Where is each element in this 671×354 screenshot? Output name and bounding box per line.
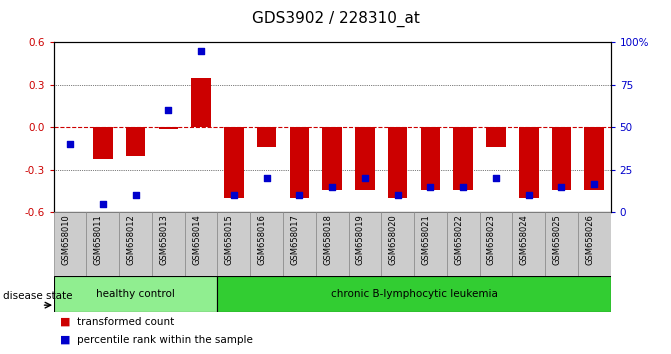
Point bbox=[64, 142, 75, 147]
Point bbox=[589, 181, 600, 186]
Text: GSM658019: GSM658019 bbox=[356, 214, 365, 265]
Bar bbox=[552, 127, 571, 190]
Bar bbox=[388, 127, 407, 198]
Bar bbox=[87, 212, 119, 276]
Bar bbox=[513, 212, 545, 276]
Text: GSM658014: GSM658014 bbox=[192, 214, 201, 265]
Text: ■: ■ bbox=[60, 317, 71, 327]
Point bbox=[523, 193, 534, 198]
Bar bbox=[93, 127, 113, 159]
Text: GSM658020: GSM658020 bbox=[389, 214, 398, 265]
Point bbox=[458, 184, 468, 190]
Text: GSM658017: GSM658017 bbox=[291, 214, 299, 265]
Point bbox=[425, 184, 435, 190]
Point bbox=[229, 193, 240, 198]
Text: GSM658012: GSM658012 bbox=[127, 214, 136, 265]
Point bbox=[130, 193, 141, 198]
Point bbox=[360, 176, 370, 181]
Bar bbox=[355, 127, 374, 190]
Bar bbox=[486, 127, 506, 147]
Text: GSM658010: GSM658010 bbox=[61, 214, 70, 265]
Text: GSM658022: GSM658022 bbox=[454, 214, 463, 265]
Bar bbox=[322, 127, 342, 190]
Bar bbox=[217, 212, 250, 276]
Bar bbox=[283, 212, 316, 276]
Point bbox=[491, 176, 501, 181]
Text: GSM658018: GSM658018 bbox=[323, 214, 332, 265]
Bar bbox=[125, 127, 146, 156]
Bar bbox=[454, 127, 473, 190]
Point bbox=[261, 176, 272, 181]
Bar bbox=[217, 276, 611, 312]
Bar bbox=[119, 212, 152, 276]
Bar bbox=[316, 212, 348, 276]
Point bbox=[163, 108, 174, 113]
Text: GSM658024: GSM658024 bbox=[520, 214, 529, 265]
Bar bbox=[185, 212, 217, 276]
Bar bbox=[584, 127, 604, 190]
Bar bbox=[381, 212, 414, 276]
Text: GSM658013: GSM658013 bbox=[159, 214, 168, 265]
Text: GSM658021: GSM658021 bbox=[421, 214, 430, 265]
Text: percentile rank within the sample: percentile rank within the sample bbox=[77, 335, 253, 345]
Bar bbox=[54, 276, 217, 312]
Text: healthy control: healthy control bbox=[96, 289, 175, 299]
Text: GSM658023: GSM658023 bbox=[487, 214, 496, 265]
Bar bbox=[250, 212, 283, 276]
Bar bbox=[447, 212, 480, 276]
Bar bbox=[257, 127, 276, 147]
Bar bbox=[224, 127, 244, 198]
Text: chronic B-lymphocytic leukemia: chronic B-lymphocytic leukemia bbox=[331, 289, 497, 299]
Text: ■: ■ bbox=[60, 335, 71, 345]
Point bbox=[393, 193, 403, 198]
Point bbox=[196, 48, 207, 54]
Bar bbox=[519, 127, 539, 198]
Bar bbox=[578, 212, 611, 276]
Text: GSM658011: GSM658011 bbox=[94, 214, 103, 265]
Bar bbox=[480, 212, 513, 276]
Point bbox=[327, 184, 338, 190]
Point bbox=[556, 184, 567, 190]
Bar bbox=[191, 78, 211, 127]
Bar bbox=[348, 212, 381, 276]
Bar bbox=[54, 212, 87, 276]
Point bbox=[294, 193, 305, 198]
Text: GSM658016: GSM658016 bbox=[258, 214, 266, 265]
Text: GSM658025: GSM658025 bbox=[552, 214, 562, 265]
Bar bbox=[158, 127, 178, 129]
Text: transformed count: transformed count bbox=[77, 317, 174, 327]
Point bbox=[97, 201, 108, 207]
Text: GSM658015: GSM658015 bbox=[225, 214, 234, 265]
Text: GSM658026: GSM658026 bbox=[585, 214, 595, 265]
Bar bbox=[152, 212, 185, 276]
Bar bbox=[421, 127, 440, 190]
Text: GDS3902 / 228310_at: GDS3902 / 228310_at bbox=[252, 11, 419, 27]
Bar bbox=[545, 212, 578, 276]
Text: disease state: disease state bbox=[3, 291, 73, 301]
Bar bbox=[414, 212, 447, 276]
Bar bbox=[290, 127, 309, 198]
